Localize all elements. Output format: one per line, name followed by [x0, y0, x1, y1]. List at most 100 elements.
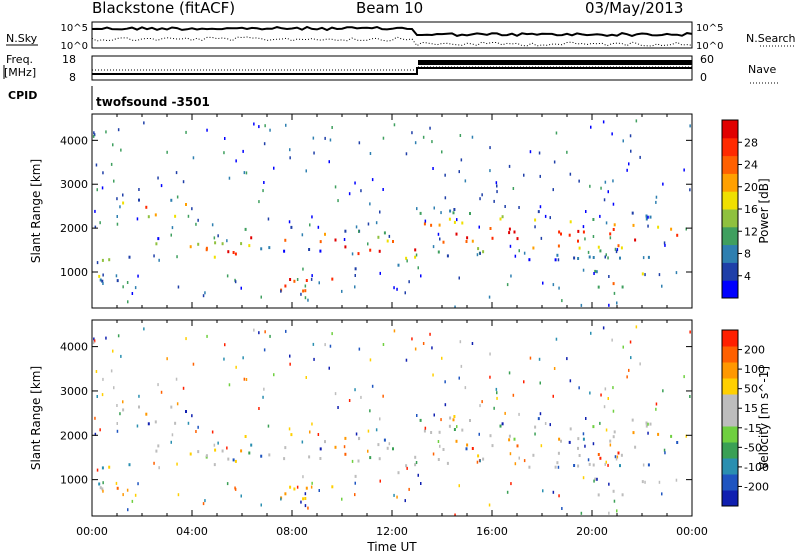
velocity-echo-point — [556, 461, 559, 465]
power-echo-point — [453, 220, 456, 224]
power-echo-point — [258, 200, 260, 204]
velocity-echo-point — [639, 362, 641, 366]
power-echo-point — [204, 291, 206, 295]
velocity-echo-point — [422, 342, 425, 345]
power-echo-point — [234, 252, 237, 256]
velocity-echo-point — [592, 463, 595, 467]
power-echo-point — [234, 280, 237, 284]
power-echo-point — [422, 135, 425, 139]
velocity-echo-point — [489, 434, 492, 438]
velocity-echo-point — [433, 413, 435, 417]
velocity-echo-point — [442, 448, 445, 451]
velocity-echo-point — [460, 364, 463, 368]
power-echo-point — [328, 160, 330, 164]
velocity-echo-point — [375, 428, 378, 432]
power-ytick-label: 2000 — [60, 222, 88, 235]
power-echo-point — [250, 236, 253, 240]
power-echo-point — [647, 255, 650, 259]
power-echo-point — [619, 256, 621, 260]
power-echo-point — [604, 255, 606, 259]
power-echo-point — [213, 255, 216, 259]
power-echo-point — [479, 251, 481, 255]
power-echo-point — [354, 274, 356, 277]
velocity-echo-point — [127, 508, 129, 512]
power-echo-point — [189, 245, 192, 249]
power-echo-point — [523, 251, 526, 255]
power-echo-point — [348, 192, 351, 196]
velocity-echo-point — [304, 497, 307, 500]
freq-line — [92, 67, 692, 75]
velocity-echo-point — [595, 477, 598, 481]
power-echo-point — [558, 286, 560, 290]
velocity-echo-point — [553, 367, 556, 370]
velocity-echo-point — [223, 357, 225, 361]
velocity-colorbar-segment — [722, 346, 738, 363]
power-echo-point — [689, 188, 691, 192]
velocity-echo-point — [354, 493, 356, 497]
freq-panel: Freq. [MHz] 18 8 60 0 Nave — [3, 53, 778, 84]
power-echo-point — [293, 279, 296, 283]
velocity-echo-point — [153, 461, 155, 465]
power-echo-point — [469, 212, 471, 215]
velocity-echo-point — [92, 341, 95, 345]
velocity-echo-point — [608, 511, 610, 515]
velocity-echo-point — [534, 425, 537, 429]
power-echo-point — [99, 221, 101, 225]
power-echo-point — [367, 242, 369, 246]
velocity-echo-point — [471, 342, 474, 345]
power-echo-point — [597, 245, 600, 249]
power-echo-point — [615, 250, 618, 254]
nave-label: Nave — [748, 63, 776, 76]
power-echo-point — [312, 136, 315, 140]
velocity-echo-point — [613, 499, 616, 503]
power-echo-point — [587, 250, 590, 254]
power-echo-point — [609, 236, 612, 240]
freq-tick-top: 18 — [62, 53, 76, 66]
power-echo-point — [645, 217, 648, 221]
velocity-echo-point — [612, 489, 615, 493]
power-echo-point — [283, 249, 286, 253]
power-echo-point — [657, 225, 660, 229]
velocity-echo-point — [599, 421, 601, 425]
velocity-echo-point — [99, 428, 101, 432]
power-echo-point — [437, 250, 440, 254]
velocity-echo-point — [590, 331, 592, 335]
velocity-echo-point — [154, 420, 157, 424]
velocity-echo-point — [245, 378, 248, 381]
velocity-echo-point — [476, 460, 479, 464]
velocity-echo-point — [221, 449, 224, 453]
power-echo-point — [110, 162, 113, 166]
velocity-echo-point — [464, 386, 467, 390]
power-echo-point — [444, 196, 447, 200]
velocity-echo-point — [641, 480, 644, 484]
power-echo-point — [377, 235, 380, 239]
power-echo-point — [273, 166, 275, 170]
velocity-echo-point — [205, 454, 208, 458]
velocity-echo-point — [582, 437, 585, 441]
power-echo-point — [96, 188, 98, 192]
power-echo-point — [105, 130, 107, 134]
power-echo-point — [560, 232, 562, 236]
power-echo-point — [662, 182, 664, 186]
power-echo-point — [119, 205, 121, 209]
velocity-echo-point — [309, 430, 311, 434]
power-echo-point — [580, 303, 583, 307]
power-echo-point — [367, 222, 370, 226]
velocity-echo-point — [508, 434, 511, 438]
power-echo-point — [501, 215, 504, 219]
power-echo-point — [116, 215, 118, 218]
velocity-echo-point — [430, 431, 433, 434]
power-echo-point — [137, 274, 139, 278]
power-echo-point — [393, 123, 396, 127]
velocity-echo-point — [197, 425, 199, 429]
velocity-echo-point — [324, 343, 326, 347]
power-echo-point — [477, 247, 480, 251]
power-echo-point — [432, 245, 435, 249]
velocity-echo-point — [195, 430, 197, 433]
velocity-echo-point — [280, 497, 282, 501]
power-echo-point — [267, 217, 270, 221]
power-echo-point — [628, 162, 630, 166]
velocity-echo-point — [532, 453, 535, 457]
power-echo-point — [288, 220, 291, 224]
velocity-echo-point — [202, 502, 205, 506]
